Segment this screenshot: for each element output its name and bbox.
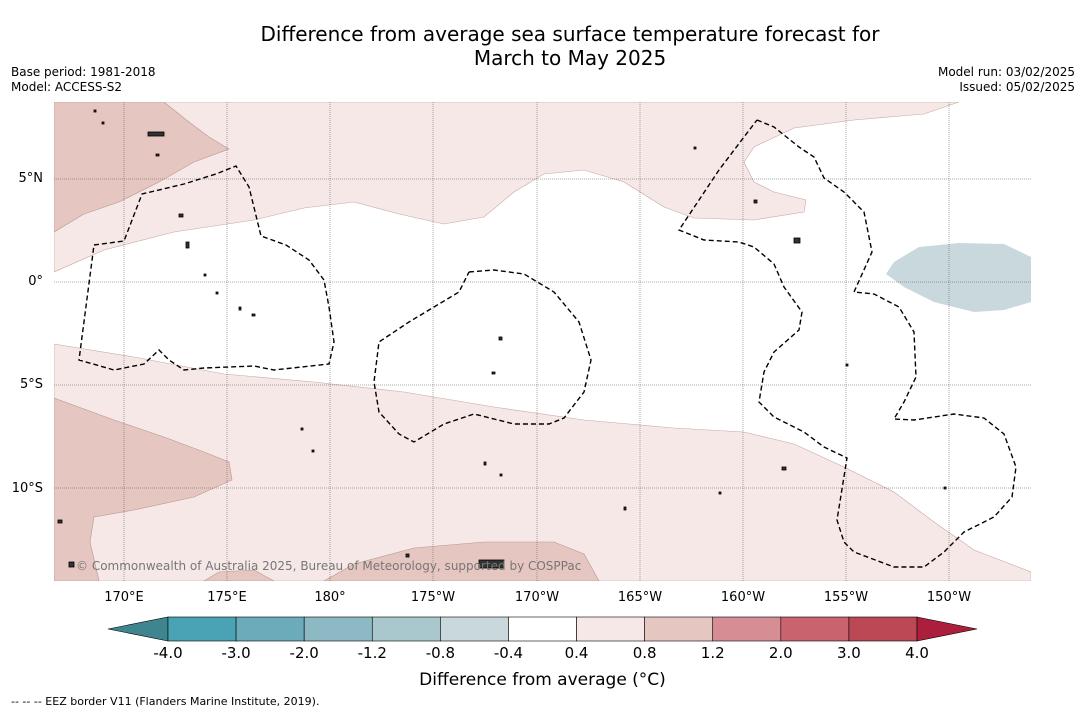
lat-label-5n: 5°N <box>18 171 44 186</box>
base-period: Base period: 1981-2018 <box>11 65 156 79</box>
colorbar-tick-label: -3.0 <box>221 644 251 662</box>
colorbar-cells <box>107 616 978 642</box>
lon-label-175e: 175°E <box>207 590 247 605</box>
colorbar-cell <box>440 616 509 642</box>
colorbar-cell <box>235 616 305 642</box>
grid-lines <box>54 102 1031 581</box>
anomaly-band-north-dark <box>54 102 230 233</box>
model-run-date: Model run: 03/02/2025 <box>937 65 1075 79</box>
eez-legend: -- -- -- EEZ border V11 (Flanders Marine… <box>11 695 320 708</box>
anomaly-patch-south-bottom <box>323 541 600 581</box>
colorbar-tick-label: 3.0 <box>836 644 861 662</box>
colorbar-cell <box>780 616 850 642</box>
anomaly-patch-cool-east <box>886 243 1031 312</box>
colorbar-tick-label: 4.0 <box>905 644 929 662</box>
anomaly-band-south-dark <box>54 397 233 581</box>
eez-border-kiribati-gilbert <box>78 165 335 371</box>
colorbar-label: Difference from average (°C) <box>419 670 666 690</box>
title-line-1: Difference from average sea surface temp… <box>260 22 880 46</box>
anomaly-band-south-light <box>54 343 1031 581</box>
colorbar-extend-high <box>916 616 978 642</box>
lon-label-160w: 160°W <box>720 590 766 605</box>
lon-label-150w: 150°W <box>926 590 972 605</box>
colorbar-cell <box>848 616 918 642</box>
colorbar-cell <box>712 616 782 642</box>
anomaly-band-north-light <box>54 102 960 273</box>
copyright-notice: © Commonwealth of Australia 2025, Bureau… <box>76 559 582 573</box>
anomaly-patch-south-small <box>203 569 275 581</box>
eez-borders <box>78 119 1017 568</box>
lat-label-0: 0° <box>28 274 43 289</box>
colorbar-extend-low <box>107 616 169 642</box>
colorbar-tick-label: -0.4 <box>493 644 524 662</box>
sst-anomaly-map <box>54 102 1031 581</box>
eez-border-line-islands <box>677 119 1017 568</box>
colorbar-tick-label: -1.2 <box>357 644 387 662</box>
lon-label-180: 180° <box>314 590 346 605</box>
lon-label-155w: 155°W <box>823 590 869 605</box>
lon-label-165w: 165°W <box>617 590 663 605</box>
lon-label-175w: 175°W <box>410 590 456 605</box>
colorbar-cell <box>644 616 714 642</box>
colorbar-cell <box>508 616 577 642</box>
lon-label-170e: 170°E <box>104 590 144 605</box>
lon-label-170w: 170°W <box>514 590 560 605</box>
islands <box>57 109 947 569</box>
map-title: Difference from average sea surface temp… <box>0 22 1085 70</box>
colorbar-cell <box>576 616 645 642</box>
colorbar-tick-label: -0.8 <box>425 644 455 662</box>
meta-right: Model run: 03/02/2025 Issued: 05/02/2025 <box>938 65 1075 94</box>
lat-label-5s: 5°S <box>19 377 43 392</box>
colorbar-cell <box>371 616 441 642</box>
colorbar-cell <box>167 616 237 642</box>
issued-date: Issued: 05/02/2025 <box>959 79 1075 94</box>
meta-left: Base period: 1981-2018 Model: ACCESS-S2 <box>11 65 156 94</box>
colorbar-tick-label: -2.0 <box>289 644 319 662</box>
colorbar-tick-label: -4.0 <box>153 644 183 662</box>
colorbar <box>107 616 978 642</box>
colorbar-tick-label: 1.2 <box>700 644 725 662</box>
colorbar-cell <box>303 616 373 642</box>
colorbar-tick-label: 2.0 <box>768 644 793 662</box>
colorbar-tick-label: 0.8 <box>632 644 657 662</box>
colorbar-tick-label: 0.4 <box>564 644 589 662</box>
lat-label-10s: 10°S <box>11 481 43 496</box>
model-name: Model: ACCESS-S2 <box>11 79 123 94</box>
map-canvas <box>54 102 1031 581</box>
title-line-2: March to May 2025 <box>473 46 667 70</box>
